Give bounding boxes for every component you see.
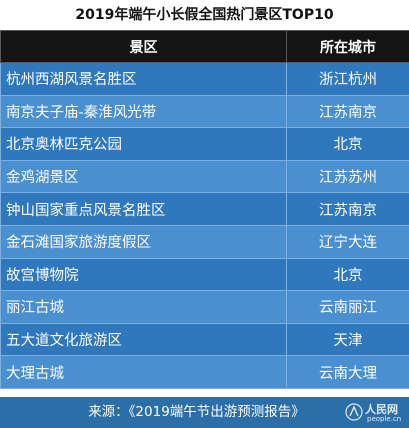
city-name: 北京: [286, 127, 409, 161]
city-name: 天津: [286, 322, 409, 357]
column-header-city: 所在城市: [286, 30, 409, 63]
table-row: 金鸡湖景区 江苏苏州: [0, 159, 409, 194]
city-name: 江苏苏州: [286, 159, 409, 194]
city-name: 江苏南京: [286, 94, 409, 129]
scenic-spot-name: 大理古城: [0, 355, 287, 389]
table-row: 故宫博物院 北京: [0, 257, 409, 292]
ranking-table: 景区 所在城市 杭州西湖风景名胜区 浙江杭州 南京夫子庙-秦淮风光带 江苏南京 …: [0, 30, 409, 389]
table-row: 北京奥林匹克公园 北京: [0, 127, 409, 161]
scenic-spot-name: 金石滩国家旅游度假区: [0, 224, 287, 259]
table-row: 钟山国家重点风景名胜区 江苏南京: [0, 192, 409, 226]
city-name: 云南丽江: [286, 290, 409, 324]
city-name: 北京: [286, 257, 409, 292]
people-cn-watermark: 人民网 people.cn: [345, 401, 405, 425]
scenic-spot-name: 金鸡湖景区: [0, 159, 287, 194]
table-row: 丽江古城 云南丽江: [0, 290, 409, 324]
scenic-spot-name: 五大道文化旅游区: [0, 322, 287, 357]
city-name: 辽宁大连: [286, 224, 409, 259]
table-row: 金石滩国家旅游度假区 辽宁大连: [0, 224, 409, 259]
source-footer: 来源：《2019端午节出游预测报告》: [0, 397, 409, 428]
people-logo-icon: [345, 403, 363, 421]
page-title: 2019年端午小长假全国热门景区TOP10: [0, 0, 409, 30]
scenic-spot-name: 丽江古城: [0, 290, 287, 324]
source-text: 来源：《2019端午节出游预测报告》: [88, 404, 305, 420]
scenic-spot-name: 钟山国家重点风景名胜区: [0, 192, 287, 226]
city-name: 江苏南京: [286, 192, 409, 226]
table-row: 大理古城 云南大理: [0, 355, 409, 389]
city-name: 云南大理: [286, 355, 409, 389]
scenic-spot-name: 杭州西湖风景名胜区: [0, 62, 287, 96]
column-header-scenic-spot: 景区: [0, 30, 287, 63]
watermark-name: 人民网: [365, 403, 398, 416]
scenic-spot-name: 南京夫子庙-秦淮风光带: [0, 94, 287, 129]
table-header-row: 景区 所在城市: [0, 30, 409, 63]
scenic-spot-name: 故宫博物院: [0, 257, 287, 292]
table-row: 五大道文化旅游区 天津: [0, 322, 409, 357]
table-row: 南京夫子庙-秦淮风光带 江苏南京: [0, 94, 409, 129]
table-row: 杭州西湖风景名胜区 浙江杭州: [0, 62, 409, 96]
watermark-domain: people.cn: [367, 415, 402, 423]
city-name: 浙江杭州: [286, 62, 409, 96]
scenic-spot-name: 北京奥林匹克公园: [0, 127, 287, 161]
